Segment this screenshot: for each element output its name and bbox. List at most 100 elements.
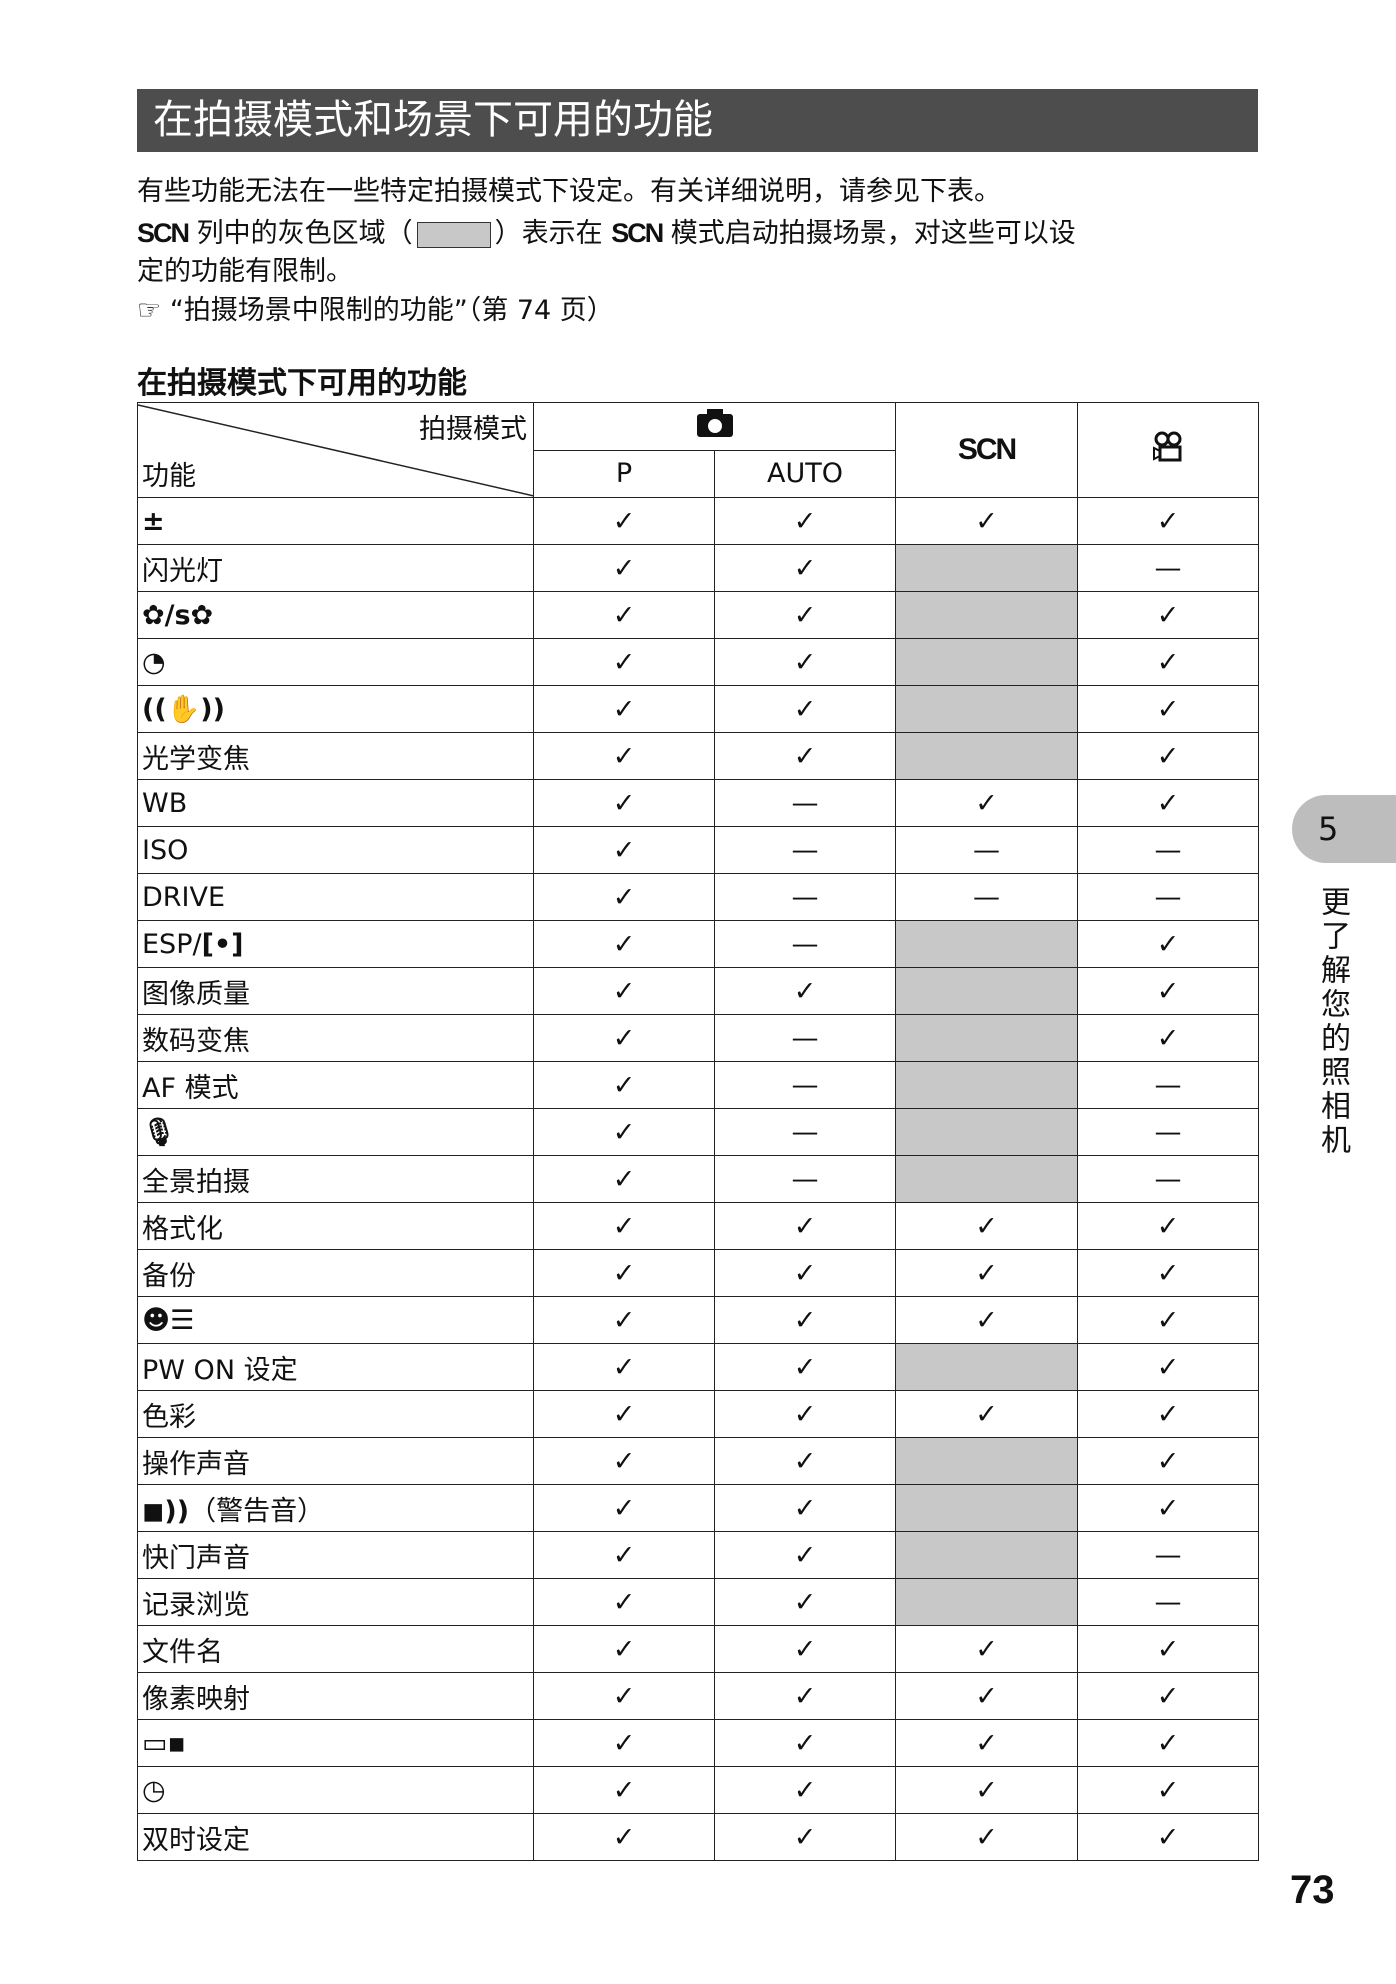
p-check-cell: ✓ [533, 779, 715, 827]
table-row: ISO ✓ — — — [137, 826, 1259, 874]
scn-check-cell: ✓ [895, 1672, 1078, 1720]
function-label: 双时设定 [142, 1824, 250, 1856]
movie-dash-cell: — [1077, 873, 1259, 921]
function-cell: ((✋)) [137, 685, 534, 733]
p-check-cell: ✓ [533, 591, 715, 639]
p-check-cell: ✓ [533, 1531, 715, 1579]
scn-gray-cell [895, 1014, 1078, 1062]
movie-dash-cell: — [1077, 1155, 1259, 1203]
table-row: ☻☰ ✓ ✓ ✓ ✓ [137, 1296, 1259, 1344]
movie-check-cell: ✓ [1077, 1484, 1259, 1532]
scn-gray-cell [895, 1061, 1078, 1109]
auto-check-cell: ✓ [714, 1343, 896, 1391]
p-check-cell: ✓ [533, 920, 715, 968]
movie-check-cell: ✓ [1077, 920, 1259, 968]
table-row: ✿/s✿ ✓ ✓ ✓ [137, 591, 1259, 639]
function-cell: 文件名 [137, 1625, 534, 1673]
macro-supermacro-icon: ✿/s✿ [142, 599, 214, 631]
auto-check-cell: ✓ [714, 591, 896, 639]
table-row: 🎙 ✓ — — [137, 1108, 1259, 1156]
auto-check-cell: ✓ [714, 1531, 896, 1579]
auto-check-cell: ✓ [714, 1625, 896, 1673]
auto-dash-cell: — [714, 873, 896, 921]
movie-icon [1153, 431, 1182, 461]
p-check-cell: ✓ [533, 732, 715, 780]
p-check-cell: ✓ [533, 1202, 715, 1250]
table-row: AF 模式 ✓ — — [137, 1061, 1259, 1109]
page-number: 73 [1290, 1868, 1335, 1912]
self-timer-icon: ◔ [142, 646, 166, 678]
scn-check-cell: ✓ [895, 779, 1078, 827]
function-label: 快门声音 [142, 1542, 250, 1574]
p-check-cell: ✓ [533, 1296, 715, 1344]
p-column-header: P [533, 449, 715, 498]
scn-gray-cell [895, 1484, 1078, 1532]
function-cell: ESP/[•] [137, 920, 534, 968]
auto-check-cell: ✓ [714, 1578, 896, 1626]
function-cell: ☻☰ [137, 1296, 534, 1344]
function-cell: ✿/s✿ [137, 591, 534, 639]
function-cell: DRIVE [137, 873, 534, 921]
auto-dash-cell: — [714, 1108, 896, 1156]
auto-dash-cell: — [714, 920, 896, 968]
pointing-hand-icon: ☞ [137, 295, 162, 326]
scn-gray-cell [895, 638, 1078, 686]
function-label: 操作声音 [142, 1448, 250, 1480]
movie-check-cell: ✓ [1077, 732, 1259, 780]
table-row: WB ✓ — ✓ ✓ [137, 779, 1259, 827]
auto-check-cell: ✓ [714, 1437, 896, 1485]
table-row: 格式化 ✓ ✓ ✓ ✓ [137, 1202, 1259, 1250]
function-cell: 操作声音 [137, 1437, 534, 1485]
scn-gray-cell [895, 1108, 1078, 1156]
table-row: ◼))（警告音） ✓ ✓ ✓ [137, 1484, 1259, 1532]
scn-gray-cell [895, 920, 1078, 968]
table-row: 记录浏览 ✓ ✓ — [137, 1578, 1259, 1626]
p-check-cell: ✓ [533, 638, 715, 686]
function-cell: 格式化 [137, 1202, 534, 1250]
chapter-tab[interactable]: 5 [1292, 795, 1396, 863]
exposure-compensation-icon: ± [142, 505, 165, 537]
p-check-cell: ✓ [533, 1672, 715, 1720]
function-label: 像素映射 [142, 1683, 250, 1715]
p-check-cell: ✓ [533, 1108, 715, 1156]
p-check-cell: ✓ [533, 1625, 715, 1673]
function-cell: ± [137, 497, 534, 545]
p-check-cell: ✓ [533, 1813, 715, 1861]
p-check-cell: ✓ [533, 1484, 715, 1532]
microphone-icon: 🎙 [142, 1117, 177, 1148]
movie-check-cell: ✓ [1077, 1296, 1259, 1344]
p-check-cell: ✓ [533, 1437, 715, 1485]
p-check-cell: ✓ [533, 1390, 715, 1438]
function-cell: 🎙 [137, 1108, 534, 1156]
function-label: 数码变焦 [142, 1025, 250, 1057]
table-row: 全景拍摄 ✓ — — [137, 1155, 1259, 1203]
movie-dash-cell: — [1077, 826, 1259, 874]
scn-gray-cell [895, 1155, 1078, 1203]
auto-check-cell: ✓ [714, 1484, 896, 1532]
movie-check-cell: ✓ [1077, 1014, 1259, 1062]
scn-gray-cell [895, 1578, 1078, 1626]
movie-check-cell: ✓ [1077, 638, 1259, 686]
monitor-brightness-icon: ▭▪ [142, 1727, 186, 1759]
p-check-cell: ✓ [533, 1061, 715, 1109]
movie-check-cell: ✓ [1077, 1813, 1259, 1861]
scn-check-cell: ✓ [895, 497, 1078, 545]
table-row: 数码变焦 ✓ — ✓ [137, 1014, 1259, 1062]
auto-check-cell: ✓ [714, 1672, 896, 1720]
function-label: PW ON 设定 [142, 1354, 298, 1386]
page-title: 在拍摄模式和场景下可用的功能 [137, 89, 1258, 152]
function-cell: WB [137, 779, 534, 827]
p-check-cell: ✓ [533, 685, 715, 733]
function-table: 拍摄模式 功能 SCN P AUTO ± ✓ ✓ ✓ ✓ 闪光灯 ✓ ✓ — ✿/s✿ ✓ ✓ ✓ ◔ ✓ ✓… [137, 402, 1259, 1861]
function-cell: 光学变焦 [137, 732, 534, 780]
function-label: 光学变焦 [142, 743, 250, 775]
auto-check-cell: ✓ [714, 638, 896, 686]
table-row: 像素映射 ✓ ✓ ✓ ✓ [137, 1672, 1259, 1720]
scn-check-cell: ✓ [895, 1296, 1078, 1344]
function-cell: ▭▪ [137, 1719, 534, 1767]
movie-dash-cell: — [1077, 1531, 1259, 1579]
scn-dash-cell: — [895, 873, 1078, 921]
auto-check-cell: ✓ [714, 732, 896, 780]
diagonal-line [138, 404, 534, 497]
scn-label: SCN [611, 218, 664, 248]
